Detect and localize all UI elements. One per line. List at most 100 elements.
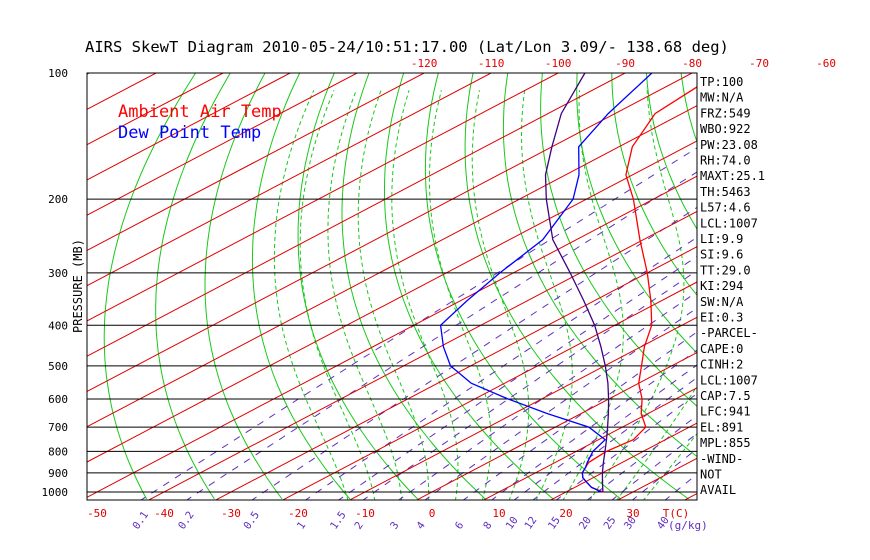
mixing-ratio-line <box>611 432 697 500</box>
mixing-ratio-line <box>185 171 697 500</box>
moist-adiabat-line <box>562 90 624 500</box>
stats-line: KI:294 <box>700 279 743 293</box>
temp-unit-label: T(C) <box>663 507 690 520</box>
mixing-ratio-line <box>586 414 697 500</box>
isotherm-line <box>147 210 697 500</box>
temp-top-tick-label: -120 <box>411 57 438 70</box>
isotherm-line <box>87 73 425 251</box>
dry-adiabat-line <box>785 73 870 499</box>
temp-bottom-tick-label: -50 <box>87 507 107 520</box>
stats-line: LCL:1007 <box>700 216 758 230</box>
isotherm-line <box>87 175 697 498</box>
pressure-tick-label: 700 <box>48 421 68 434</box>
dry-adiabat-line <box>464 73 689 500</box>
temp-bottom-tick-label: -30 <box>221 507 241 520</box>
mixing-ratio-tick-label: 8 <box>481 520 494 532</box>
temp-top-tick-label: -100 <box>545 57 572 70</box>
mixing-ratio-unit-label: (g/kg) <box>668 519 708 532</box>
mixing-ratio-line <box>251 206 697 500</box>
plot-frame <box>86 72 698 501</box>
stats-line: MW:N/A <box>700 91 744 105</box>
dry-adiabat-line <box>540 73 697 407</box>
temp-bottom-tick-label: -20 <box>288 507 308 520</box>
moist-adiabat-line <box>471 90 530 500</box>
moist-adiabat-line <box>616 385 697 500</box>
temp-bottom-tick-label: 30 <box>626 507 639 520</box>
temp-bottom-tick-label: -10 <box>355 507 375 520</box>
moist-adiabat-line <box>357 90 430 500</box>
stats-line: -WIND- <box>700 452 743 466</box>
stats-line: LI:9.9 <box>700 232 743 246</box>
moist-adiabat-line <box>642 432 697 500</box>
isotherm-line <box>87 73 693 393</box>
series-line <box>544 73 610 493</box>
dry-adiabat-line <box>251 73 351 500</box>
temp-top-tick-label: -60 <box>816 57 836 70</box>
mixing-ratio-tick-label: 6 <box>453 520 466 532</box>
moist-adiabat-line <box>520 90 573 500</box>
pressure-tick-label: 100 <box>48 67 68 80</box>
legend-air-temp: Ambient Air Temp <box>118 102 282 122</box>
dry-adiabat-line <box>820 73 870 499</box>
temp-top-tick-label: -90 <box>615 57 635 70</box>
pressure-tick-label: 1000 <box>42 486 69 499</box>
mixing-ratio-tick-label: 2 <box>352 520 365 532</box>
mixing-ratio-line <box>462 331 697 500</box>
stats-line: CAPE:0 <box>700 342 743 356</box>
temp-top-tick-label: -70 <box>749 57 769 70</box>
dry-adiabat-line <box>855 73 870 499</box>
stats-line: -PARCEL- <box>700 326 758 340</box>
isotherm-line <box>348 316 697 500</box>
mixing-ratio-line <box>664 473 697 500</box>
mixing-ratio-tick-label: 20 <box>577 514 594 531</box>
dry-adiabat-line <box>204 73 283 500</box>
dry-adiabat-line <box>155 73 231 500</box>
mixing-ratio-line <box>397 291 697 500</box>
mixing-ratio-tick-label: 40 <box>655 514 672 531</box>
stats-line: TP:100 <box>700 75 743 89</box>
stats-line: PW:23.08 <box>700 138 758 152</box>
temp-top-tick-label: -80 <box>682 57 702 70</box>
stats-line: EL:891 <box>700 420 743 434</box>
dry-adiabat-line <box>751 73 870 499</box>
dry-adiabat-line <box>384 73 554 500</box>
stats-line: LFC:941 <box>700 405 751 419</box>
dry-adiabat-line <box>424 73 622 500</box>
stats-line: EI:0.3 <box>700 311 743 325</box>
isotherm-line <box>750 73 870 501</box>
isotherm-line <box>817 73 870 501</box>
mixing-ratio-tick-label: 15 <box>546 514 563 531</box>
stats-line: SI:9.6 <box>700 248 743 262</box>
stats-line: TH:5463 <box>700 185 751 199</box>
stats-line: AVAIL <box>700 483 736 497</box>
pressure-tick-label: 800 <box>48 445 68 458</box>
stats-line: WBO:922 <box>700 122 751 136</box>
dry-adiabat-line <box>341 73 486 500</box>
mixing-ratio-tick-label: 12 <box>522 514 539 531</box>
stats-line: CAP:7.5 <box>700 389 751 403</box>
stats-line: MAXT:25.1 <box>700 169 765 183</box>
mixing-ratio-tick-label: 3 <box>388 520 401 532</box>
series-layer <box>439 73 697 493</box>
mixing-ratio-tick-label: 30 <box>622 514 639 531</box>
isotherm-line <box>87 73 291 181</box>
dry-adiabat-line <box>297 73 418 500</box>
mixing-ratio-line <box>631 448 697 500</box>
series-line <box>439 73 653 493</box>
moist-adiabat-line <box>391 90 459 500</box>
isotherm-line <box>87 105 697 428</box>
mixing-ratio-tick-label: 4 <box>414 520 427 532</box>
dry-adiabat-line <box>646 73 697 230</box>
pressure-tick-label: 200 <box>48 193 68 206</box>
isotherm-line <box>87 73 559 322</box>
moist-adiabat-line <box>428 90 492 500</box>
stats-line: RH:74.0 <box>700 154 751 168</box>
temp-bottom-tick-label: 10 <box>492 507 505 520</box>
isotherm-line <box>281 281 697 500</box>
mixing-ratio-tick-label: 1.5 <box>328 509 349 531</box>
stats-line: NOT <box>700 468 722 482</box>
legend-dew-point: Dew Point Temp <box>118 123 261 143</box>
mixing-ratio-tick-label: 25 <box>602 514 619 531</box>
mixing-ratio-line <box>555 393 697 500</box>
